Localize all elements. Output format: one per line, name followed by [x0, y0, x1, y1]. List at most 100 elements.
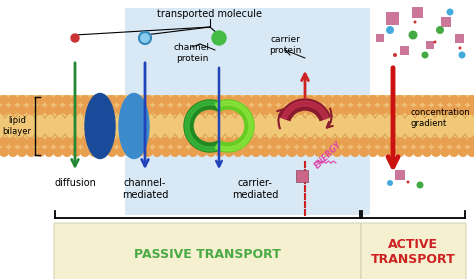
- Circle shape: [53, 105, 63, 115]
- Circle shape: [296, 95, 306, 105]
- Circle shape: [197, 137, 207, 147]
- Circle shape: [404, 137, 414, 147]
- Circle shape: [170, 105, 180, 115]
- Circle shape: [62, 95, 72, 105]
- Bar: [412, 6, 423, 18]
- Circle shape: [80, 137, 90, 147]
- Circle shape: [44, 137, 54, 147]
- Text: ACTIVE
TRANSPORT: ACTIVE TRANSPORT: [371, 238, 456, 266]
- Circle shape: [89, 105, 99, 115]
- Circle shape: [134, 147, 144, 157]
- Circle shape: [143, 147, 153, 157]
- Text: channel-
mediated: channel- mediated: [122, 178, 168, 199]
- Circle shape: [404, 105, 414, 115]
- Circle shape: [269, 137, 279, 147]
- Circle shape: [71, 34, 79, 42]
- Circle shape: [413, 147, 423, 157]
- Circle shape: [8, 95, 18, 105]
- Circle shape: [212, 31, 226, 45]
- Circle shape: [467, 105, 474, 115]
- Circle shape: [287, 147, 297, 157]
- Circle shape: [422, 95, 432, 105]
- Circle shape: [440, 137, 450, 147]
- Circle shape: [116, 95, 126, 105]
- Circle shape: [116, 137, 126, 147]
- Text: ENERGY: ENERGY: [313, 140, 343, 170]
- Circle shape: [8, 137, 18, 147]
- Circle shape: [458, 137, 468, 147]
- Circle shape: [143, 95, 153, 105]
- Circle shape: [467, 147, 474, 157]
- Circle shape: [35, 95, 45, 105]
- Circle shape: [422, 147, 432, 157]
- Circle shape: [143, 105, 153, 115]
- Circle shape: [458, 47, 462, 49]
- Circle shape: [407, 181, 410, 184]
- Circle shape: [387, 180, 393, 186]
- Bar: [0, 108, 474, 144]
- Bar: [441, 17, 451, 27]
- Circle shape: [224, 105, 234, 115]
- Circle shape: [314, 147, 324, 157]
- Circle shape: [224, 95, 234, 105]
- Circle shape: [179, 105, 189, 115]
- Circle shape: [35, 147, 45, 157]
- Circle shape: [26, 95, 36, 105]
- Circle shape: [458, 105, 468, 115]
- Circle shape: [89, 147, 99, 157]
- Circle shape: [431, 147, 441, 157]
- Circle shape: [134, 105, 144, 115]
- Circle shape: [332, 147, 342, 157]
- Bar: [456, 33, 465, 42]
- Circle shape: [395, 95, 405, 105]
- Circle shape: [323, 147, 333, 157]
- Circle shape: [35, 105, 45, 115]
- Bar: [296, 170, 308, 182]
- Wedge shape: [282, 101, 328, 119]
- Circle shape: [0, 137, 9, 147]
- Circle shape: [161, 95, 171, 105]
- Circle shape: [152, 137, 162, 147]
- Circle shape: [350, 137, 360, 147]
- Circle shape: [269, 95, 279, 105]
- Circle shape: [404, 147, 414, 157]
- Circle shape: [116, 105, 126, 115]
- Circle shape: [431, 105, 441, 115]
- Circle shape: [125, 137, 135, 147]
- Wedge shape: [280, 99, 330, 121]
- Circle shape: [413, 105, 423, 115]
- Ellipse shape: [119, 93, 149, 158]
- Circle shape: [395, 105, 405, 115]
- Circle shape: [278, 105, 288, 115]
- Circle shape: [107, 137, 117, 147]
- Circle shape: [125, 95, 135, 105]
- Circle shape: [368, 137, 378, 147]
- Circle shape: [260, 147, 270, 157]
- Circle shape: [44, 147, 54, 157]
- Circle shape: [323, 95, 333, 105]
- Circle shape: [8, 105, 18, 115]
- Circle shape: [359, 105, 369, 115]
- Circle shape: [296, 137, 306, 147]
- Circle shape: [71, 105, 81, 115]
- Circle shape: [436, 26, 444, 34]
- Circle shape: [116, 147, 126, 157]
- Circle shape: [215, 137, 225, 147]
- Circle shape: [26, 137, 36, 147]
- Circle shape: [107, 147, 117, 157]
- Circle shape: [305, 95, 315, 105]
- Circle shape: [440, 105, 450, 115]
- Circle shape: [233, 105, 243, 115]
- Circle shape: [296, 147, 306, 157]
- Circle shape: [296, 105, 306, 115]
- Circle shape: [422, 105, 432, 115]
- Circle shape: [278, 147, 288, 157]
- Circle shape: [287, 105, 297, 115]
- Circle shape: [224, 137, 234, 147]
- Circle shape: [233, 95, 243, 105]
- Circle shape: [314, 137, 324, 147]
- Bar: [395, 170, 405, 180]
- Circle shape: [242, 147, 252, 157]
- Circle shape: [368, 147, 378, 157]
- Circle shape: [368, 105, 378, 115]
